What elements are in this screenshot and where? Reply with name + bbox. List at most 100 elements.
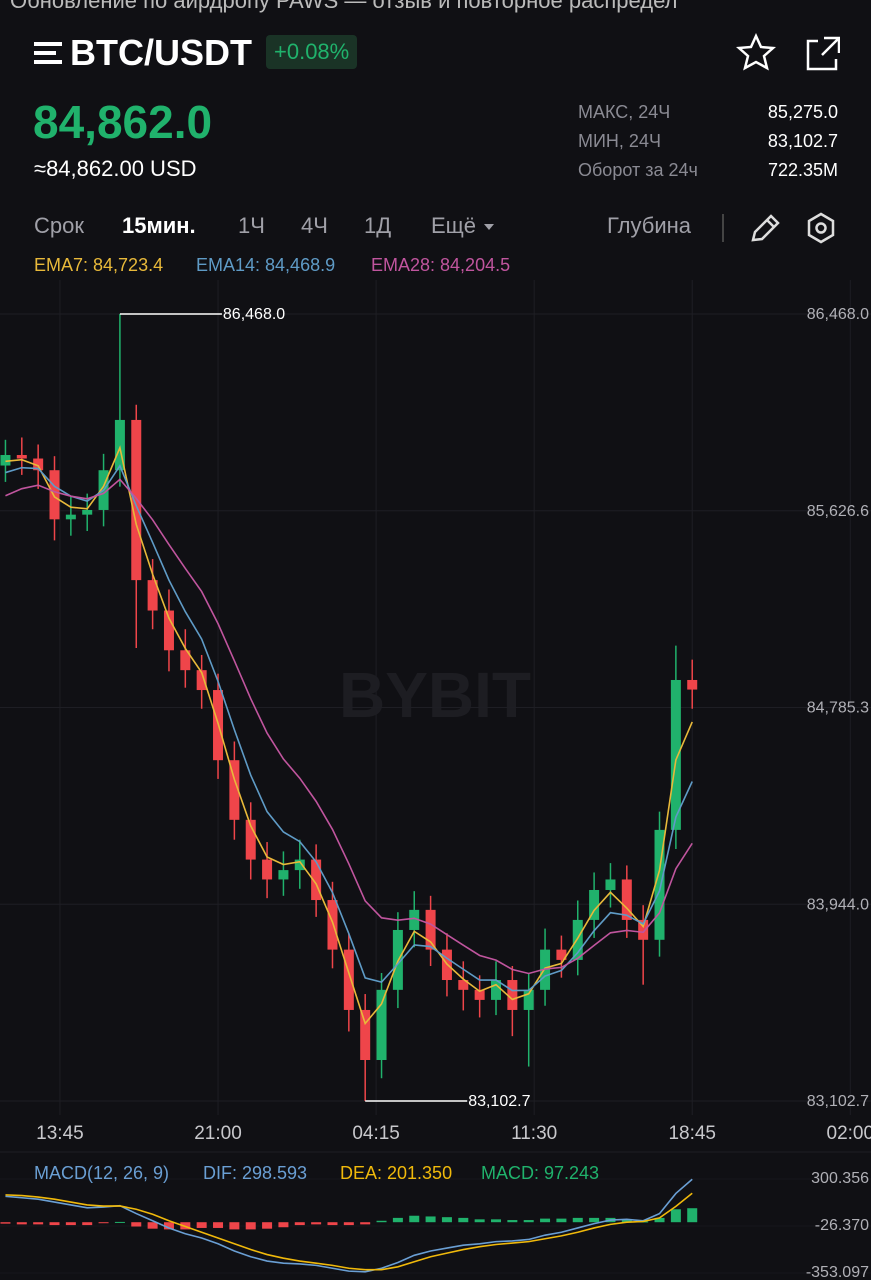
ema-line [5,464,693,992]
stat-value: 83,102.7 [767,131,838,151]
x-tick-label: 11:30 [511,1123,557,1144]
macd-bar [229,1222,240,1230]
macd-bar [523,1220,534,1223]
macd-bar [507,1220,518,1223]
macd-bar [425,1216,436,1223]
candle-body [327,900,338,950]
macd-bar [147,1222,158,1229]
candle-body [458,980,469,990]
candle-body [621,879,632,920]
legend-entry: EMA7: 84,723.4 [34,255,163,275]
y-tick-label: 85,626.6 [807,503,869,520]
extreme-label: 86,468.0 [223,306,285,323]
macd-bar [343,1222,354,1226]
candle-body [278,870,289,880]
candle-body [294,859,305,871]
candle-body [65,514,76,520]
tab[interactable]: 1Д [364,213,392,238]
macd-title: MACD(12, 26, 9) [34,1163,169,1183]
candle-body [180,650,191,671]
price-usd: ≈84,862.00 USD [34,156,197,181]
y-tick-label: 86,468.0 [807,306,869,323]
macd-bar [245,1222,256,1230]
symbol[interactable]: BTC/USDT [70,32,252,73]
legend-entry: EMA28: 84,204.5 [371,255,510,275]
change-badge: +0.08% [266,35,358,69]
macd-bar [474,1219,485,1223]
tab[interactable]: 4Ч [301,213,328,238]
macd-bar [163,1222,174,1230]
macd-bar [196,1222,207,1228]
candle-body [654,829,665,940]
macd-bar [376,1220,387,1223]
macd-bar [360,1222,371,1225]
macd-bar [654,1217,665,1223]
candle-body [16,455,27,459]
tool-icons[interactable] [720,210,842,246]
ema-line [5,445,693,1026]
candle-body [507,980,518,1010]
legend-entry: MACD: 97.243 [481,1163,599,1183]
macd-bar [294,1222,305,1226]
candle-body [491,980,502,1000]
candle-body [376,989,387,1060]
candle-body [163,610,174,651]
candle-body [49,470,60,520]
macd-bar [16,1222,27,1225]
tab[interactable]: 15мин. [122,213,196,238]
candle-body [196,670,207,691]
depth-tab[interactable]: Глубина [607,213,692,238]
legend-entry: DIF: 298.593 [203,1163,307,1183]
macd-bar [409,1215,420,1223]
ema-line [5,478,693,975]
candle-body [572,919,583,960]
macd-bar [572,1217,583,1223]
y-tick-label: -26.370 [815,1217,869,1234]
last-price: 84,862.0 [33,96,213,148]
candle-body [229,760,240,820]
notification[interactable]: Обновление по аирдропу PAWS — отзыв и по… [10,0,678,13]
candle-body [360,1009,371,1060]
macd-bar [392,1217,403,1223]
tab[interactable]: 1Ч [238,213,265,238]
y-tick-label: 300.356 [811,1170,869,1187]
stat-label: МИН, 24Ч [578,131,661,151]
macd-line [5,1192,693,1271]
x-tick-label: 21:00 [194,1123,242,1144]
header-icons[interactable] [736,33,840,73]
dropdown-arrow [484,224,494,230]
stat-value: 722.35M [767,160,838,180]
macd-bar [556,1218,567,1223]
candle-body [262,859,273,880]
stat-value: 85,275.0 [767,102,838,122]
x-tick-label: 13:45 [36,1123,84,1144]
candle-body [311,859,322,901]
stats-values: 85,275.0 83,102.7 722.35M [768,98,838,185]
watermark: BYBIT [339,659,531,731]
macd-bar [65,1222,76,1226]
tab[interactable]: Срок [34,213,84,238]
candle-body [245,819,256,860]
macd-bar [670,1209,681,1223]
candle-body [409,909,420,930]
x-tick-label: 18:45 [668,1123,716,1144]
menu-icon[interactable] [34,40,62,66]
y-tick-label: 83,944.0 [807,896,869,913]
stat-label: Оборот за 24ч [578,160,698,180]
candle-body [687,679,698,690]
macd-bar [589,1217,600,1223]
candle-body [523,989,534,1010]
y-tick-label: 83,102.7 [807,1093,869,1110]
candle-body [82,509,93,515]
stats-labels: МАКС, 24Ч МИН, 24Ч Оборот за 24ч [578,98,698,185]
x-tick-label: 02:00 [827,1123,871,1144]
candle-body [605,879,616,890]
legend-entry: DEA: 201.350 [340,1163,452,1183]
candle-body [0,455,11,466]
candle-body [131,419,142,581]
macd-bar [491,1219,502,1223]
tab[interactable]: Ещё [431,213,477,238]
macd-bar [98,1222,109,1224]
